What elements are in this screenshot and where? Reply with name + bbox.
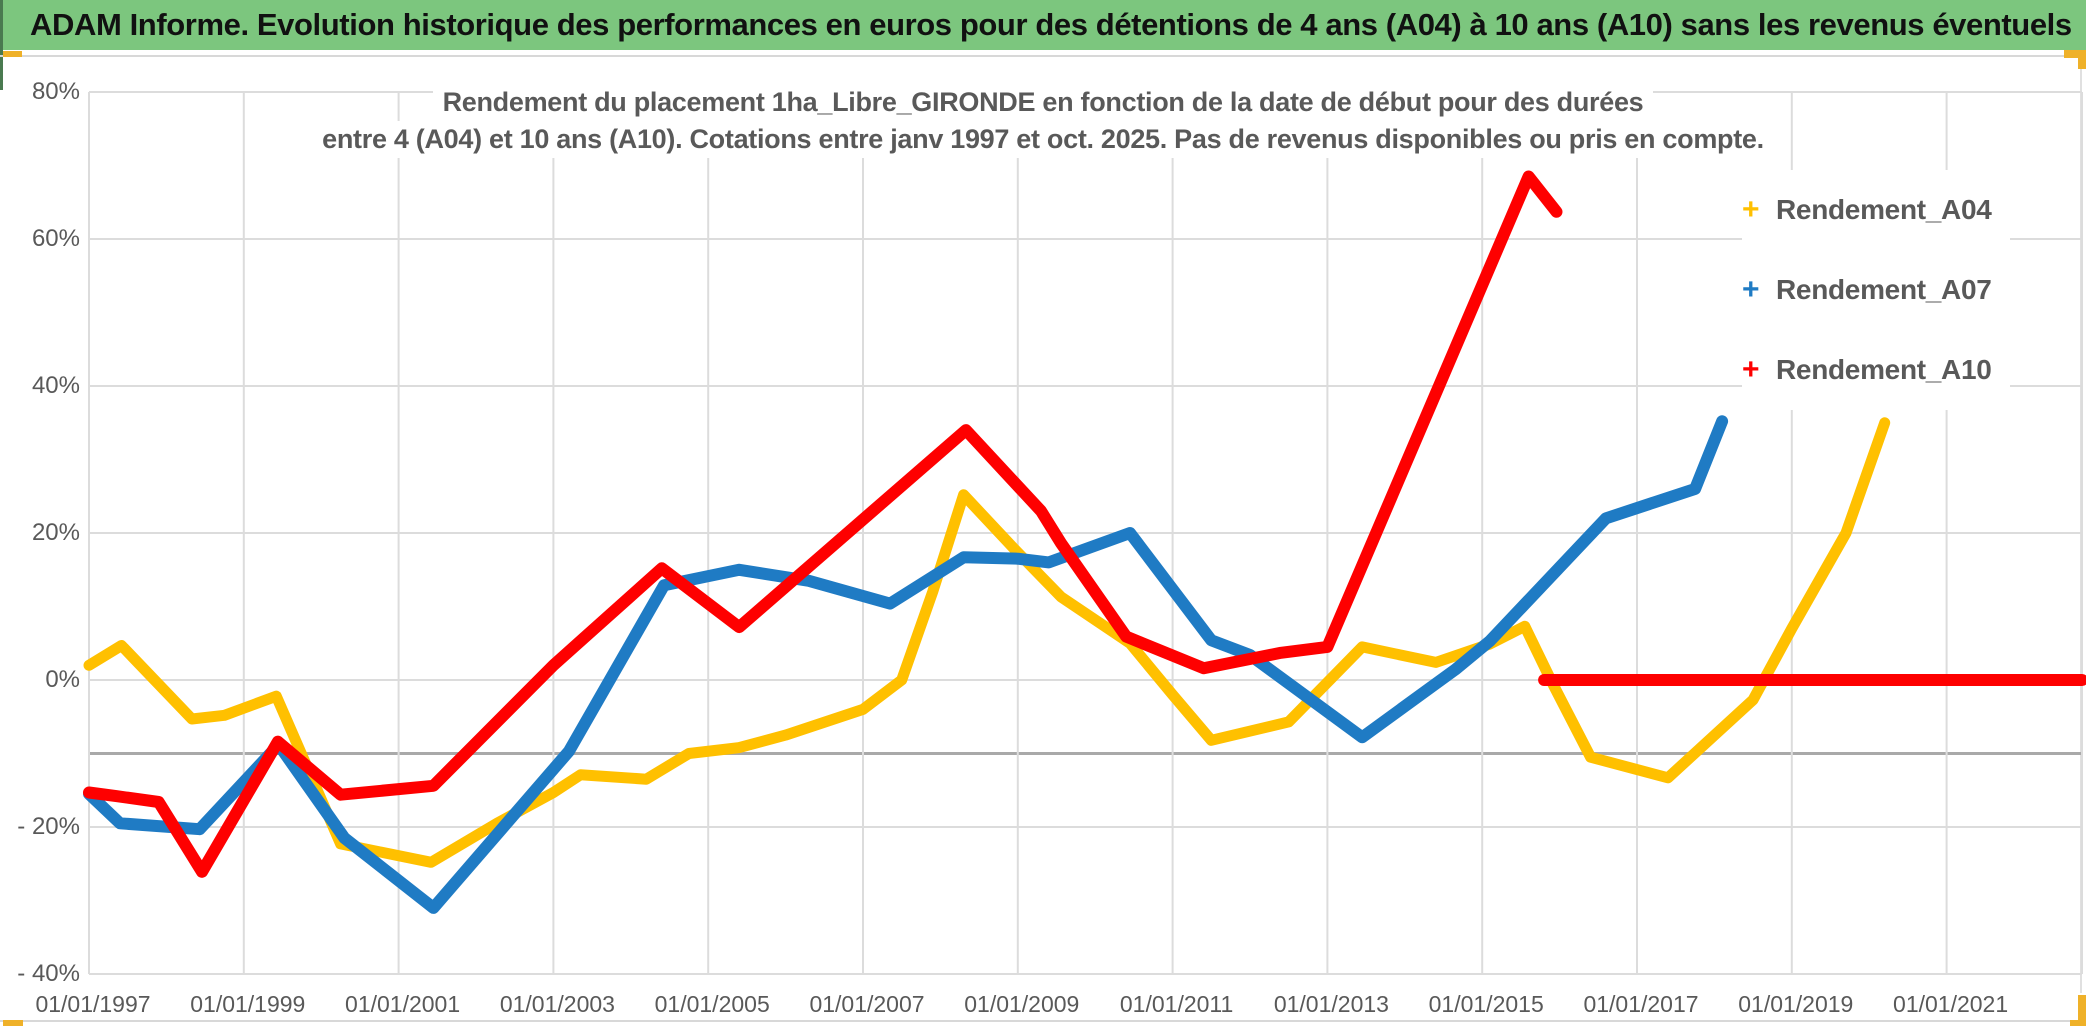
title-bar: ADAM Informe. Evolution historique des p…: [0, 0, 2086, 50]
plus-marker-icon: +: [1742, 273, 1760, 306]
chart-title-line1: Rendement du placement 1ha_Libre_GIRONDE…: [432, 84, 1654, 121]
legend-label: Rendement_A04: [1776, 194, 1992, 225]
legend-item-a10[interactable]: + Rendement_A10: [1742, 330, 2010, 410]
series-rendement_a10: [83, 170, 1563, 878]
x-tick-label: 01/01/2009: [964, 991, 1080, 1017]
y-tick-label: 20%: [31, 519, 80, 546]
y-tick-label: - 20%: [17, 813, 80, 840]
x-tick-label: 01/01/2007: [809, 991, 925, 1017]
legend-label: Rendement_A10: [1776, 354, 1992, 385]
x-tick-label: 01/01/1999: [190, 991, 306, 1017]
plus-marker-icon: +: [1742, 353, 1760, 386]
y-tick-label: 0%: [45, 666, 80, 693]
x-tick-label: 01/01/2011: [1119, 991, 1234, 1017]
page-title: ADAM Informe. Evolution historique des p…: [30, 7, 2072, 42]
x-tick-label: 01/01/2015: [1428, 991, 1544, 1017]
chart-title-line2: entre 4 (A04) et 10 ans (A10). Cotations…: [312, 121, 1774, 158]
x-tick-label: 01/01/2021: [1893, 991, 2009, 1017]
legend-label: Rendement_A07: [1776, 274, 1992, 305]
corner-accent-bottom-left: [3, 1020, 23, 1026]
legend: + Rendement_A04 + Rendement_A07 + Rendem…: [1742, 170, 2010, 410]
y-tick-label: 80%: [31, 78, 80, 105]
x-tick-label: 01/01/2005: [654, 991, 770, 1017]
x-tick-label: 01/01/2013: [1273, 991, 1389, 1017]
bottom-divider: [0, 1020, 2086, 1022]
chart-title: Rendement du placement 1ha_Libre_GIRONDE…: [0, 84, 2086, 158]
x-tick-label: 01/01/1997: [35, 991, 151, 1017]
x-tick-label: 01/01/2001: [345, 991, 461, 1017]
plus-marker-icon: +: [1742, 193, 1760, 226]
corner-accent-top-right-v: [2078, 50, 2086, 69]
y-tick-label: 60%: [31, 225, 80, 252]
x-tick-label: 01/01/2017: [1583, 991, 1699, 1017]
x-tick-label: 01/01/2003: [499, 991, 615, 1017]
series-rendement_a04: [83, 417, 1891, 868]
corner-accent-top-left: [3, 51, 22, 57]
x-tick-label: 01/01/2019: [1738, 991, 1854, 1017]
left-edge-accent: [0, 0, 3, 90]
corner-accent-bottom-right: [2070, 1020, 2086, 1026]
legend-item-a04[interactable]: + Rendement_A04: [1742, 170, 2010, 250]
corner-accent-top-right: [2064, 50, 2086, 58]
legend-item-a07[interactable]: + Rendement_A07: [1742, 250, 2010, 330]
y-tick-label: 40%: [31, 372, 80, 399]
y-tick-label: - 40%: [17, 960, 80, 987]
series-rendement_a07: [83, 415, 1729, 914]
corner-accent-bottom-right-v: [2078, 995, 2086, 1026]
top-divider: [0, 55, 2086, 57]
